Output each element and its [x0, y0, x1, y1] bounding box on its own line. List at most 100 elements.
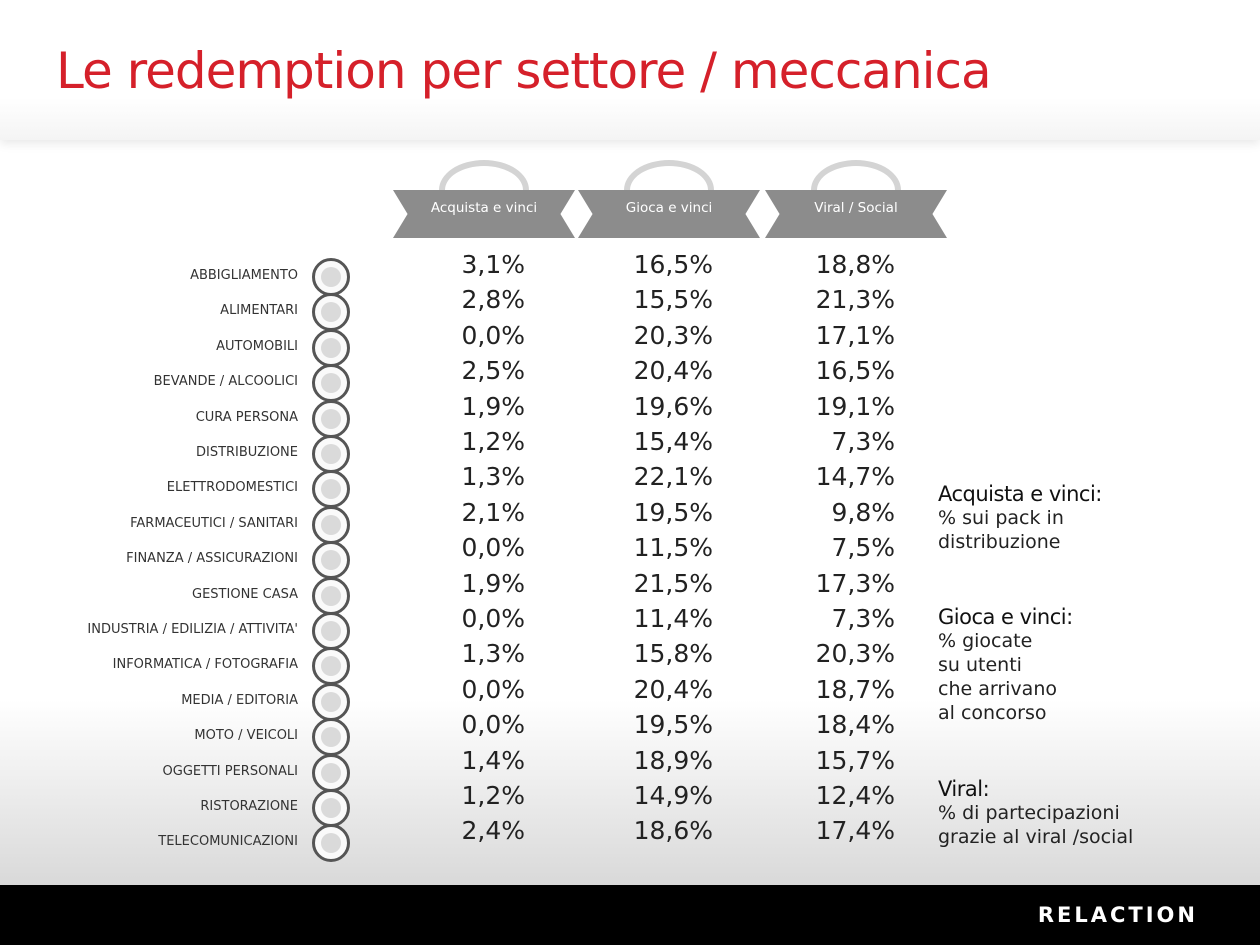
row-label: TELECOMUNICAZIONI	[158, 834, 298, 850]
table-cell: 15,4%	[633, 427, 713, 456]
table-cell: 3,1%	[461, 250, 525, 279]
table-cell: 18,7%	[815, 674, 895, 704]
table-cell: 19,6%	[633, 391, 713, 421]
table-cell: 19,5%	[633, 497, 713, 527]
legend-description: % sui pack in distribuzione	[938, 507, 1064, 553]
table-cell: 16,5%	[633, 250, 713, 279]
table-cell: 18,4%	[815, 710, 895, 740]
table-cell: 20,3%	[815, 639, 895, 669]
table-cell: 11,5%	[633, 533, 713, 563]
brand-logo: RELACTION	[1037, 903, 1198, 927]
table-cell: 17,3%	[815, 568, 895, 598]
row-label: FARMACEUTICI / SANITARI	[130, 515, 298, 531]
column-header-label: Gioca e vinci	[625, 200, 713, 216]
column-header-label: Acquista e vinci	[430, 200, 538, 216]
row-label: MOTO / VEICOLI	[194, 728, 298, 744]
sector-icon	[312, 293, 350, 332]
page-title: Le redemption per settore / meccanica	[56, 42, 992, 100]
sector-icon	[312, 505, 350, 544]
title-band: Le redemption per settore / meccanica	[0, 0, 1260, 140]
table-cell: 15,7%	[815, 745, 895, 775]
sector-icon	[312, 789, 350, 827]
row-label: AUTOMOBILI	[216, 338, 298, 354]
table-cell: 7,5%	[831, 533, 895, 563]
sector-icon	[312, 576, 350, 615]
table-cell: 20,4%	[633, 674, 713, 704]
table-cell: 17,1%	[815, 320, 895, 350]
table-cell: 18,9%	[633, 745, 713, 775]
column-header-viral-social: Viral / Social	[765, 160, 947, 240]
legend-title: Viral:	[938, 777, 990, 801]
table-cell: 20,4%	[633, 356, 713, 386]
row-label: INDUSTRIA / EDILIZIA / ATTIVITA'	[87, 622, 298, 637]
sector-icon	[312, 647, 350, 686]
table-cell: 16,5%	[815, 356, 895, 386]
row-label: ELETTRODOMESTICI	[166, 480, 298, 496]
column-header-label: Viral / Social	[814, 200, 898, 216]
row-label: GESTIONE CASA	[192, 586, 298, 602]
table-cell: 1,9%	[461, 568, 525, 598]
background-gradient	[0, 700, 1260, 885]
row-label: FINANZA / ASSICURAZIONI	[126, 551, 298, 567]
sector-icon	[312, 824, 350, 863]
sector-icon	[312, 612, 350, 650]
row-label: BEVANDE / ALCOOLICI	[153, 374, 298, 390]
table-cell: 19,5%	[633, 710, 713, 740]
header-ribbon	[393, 190, 575, 238]
table-cell: 1,3%	[461, 462, 525, 492]
table-cell: 19,1%	[815, 391, 895, 421]
table-cell: 17,4%	[815, 816, 895, 846]
row-label: RISTORAZIONE	[200, 799, 298, 814]
sector-icon	[312, 753, 350, 792]
sector-icon	[312, 682, 350, 721]
sector-icon	[312, 470, 350, 509]
sector-icon	[312, 435, 350, 473]
table-cell: 9,8%	[831, 497, 895, 527]
table-cell: 1,3%	[461, 639, 525, 669]
table-cell: 14,7%	[815, 462, 895, 492]
table-cell: 21,3%	[815, 285, 895, 315]
sector-icon	[312, 718, 350, 757]
table-cell: 7,3%	[831, 604, 895, 633]
row-label: OGGETTI PERSONALI	[162, 763, 298, 779]
row-label: ABBIGLIAMENTO	[190, 268, 298, 283]
table-cell: 18,6%	[633, 816, 713, 846]
table-cell: 21,5%	[633, 568, 713, 598]
table-cell: 0,0%	[461, 604, 525, 633]
footer-bar: RELACTION	[0, 885, 1260, 945]
table-cell: 1,4%	[461, 745, 525, 775]
sector-icon	[312, 364, 350, 403]
header-ribbon	[578, 190, 760, 238]
table-cell: 18,8%	[815, 250, 895, 279]
legend-title: Gioca e vinci:	[938, 605, 1073, 629]
table-cell: 2,5%	[461, 356, 525, 386]
legend-gioca: Gioca e vinci: % giocate su utenti che a…	[938, 605, 1073, 725]
row-label: INFORMATICA / FOTOGRAFIA	[112, 657, 298, 673]
table-cell: 0,0%	[461, 674, 525, 704]
table-cell: 0,0%	[461, 320, 525, 350]
legend-viral: Viral: % di partecipazioni grazie al vir…	[938, 777, 1133, 849]
sector-icon	[312, 258, 350, 296]
legend-title: Acquista e vinci:	[938, 482, 1102, 506]
table-cell: 11,4%	[633, 604, 713, 633]
row-label: ALIMENTARI	[220, 303, 298, 319]
legend-description: % giocate su utenti che arrivano al conc…	[938, 630, 1057, 724]
sector-icon	[312, 541, 350, 580]
legend-description: % di partecipazioni grazie al viral /soc…	[938, 802, 1134, 848]
table-cell: 12,4%	[815, 781, 895, 810]
table-cell: 1,2%	[461, 427, 525, 456]
header-ribbon	[765, 190, 947, 238]
column-header-gioca-e-vinci: Gioca e vinci	[578, 160, 760, 240]
table-cell: 1,2%	[461, 781, 525, 810]
table-cell: 0,0%	[461, 533, 525, 563]
table-cell: 2,8%	[461, 285, 525, 315]
table-cell: 2,4%	[461, 816, 525, 846]
table-cell: 1,9%	[461, 391, 525, 421]
table-cell: 22,1%	[633, 462, 713, 492]
table-cell: 15,8%	[633, 639, 713, 669]
row-label: DISTRIBUZIONE	[195, 445, 298, 460]
legend-acquista: Acquista e vinci: % sui pack in distribu…	[938, 482, 1102, 554]
sector-icon	[312, 328, 350, 367]
table-cell: 14,9%	[633, 781, 713, 810]
column-header-acquista-e-vinci: Acquista e vinci	[393, 160, 575, 240]
